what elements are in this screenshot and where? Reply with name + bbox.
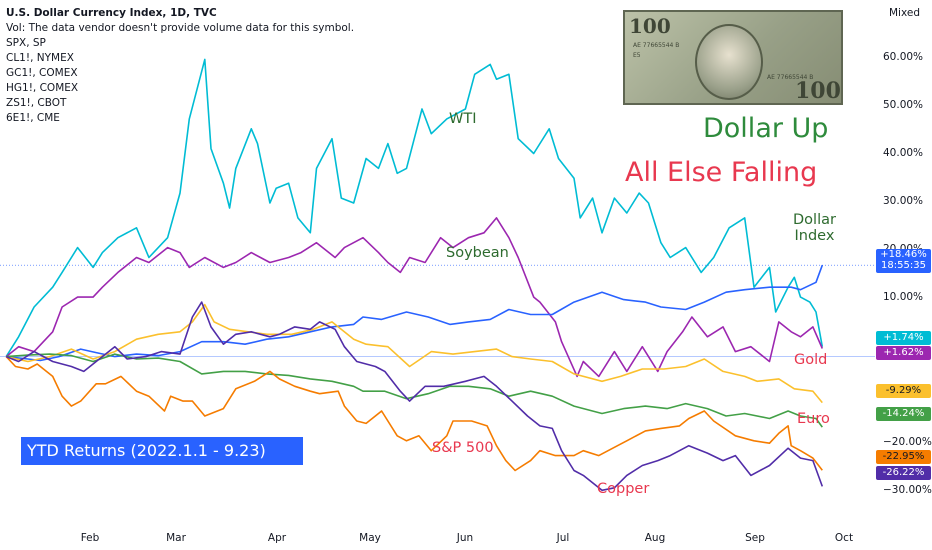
series-line-wti[interactable] bbox=[5, 58, 824, 358]
symbol-6[interactable]: 6E1!, CME bbox=[6, 112, 60, 124]
ytd-returns-label: YTD Returns (2022.1.1 - 9.23) bbox=[21, 437, 303, 465]
x-tick-label: May bbox=[359, 532, 381, 544]
annotation-wti: WTI bbox=[449, 111, 477, 127]
bill-serial-right: AE 77665544 B bbox=[767, 74, 814, 81]
bill-portrait bbox=[695, 24, 763, 100]
series-line-copper[interactable] bbox=[5, 301, 824, 492]
series-line-s-p-500[interactable] bbox=[5, 356, 823, 472]
symbol-4[interactable]: HG1!, COMEX bbox=[6, 82, 79, 94]
bill-serial-left: AE 77665544 B bbox=[633, 42, 680, 49]
price-badge-soybean[interactable]: +1.62% bbox=[876, 346, 931, 360]
y-tick-label: 30.00% bbox=[883, 195, 924, 207]
y-tick-label: 40.00% bbox=[883, 147, 924, 159]
chart-series-group bbox=[5, 58, 824, 492]
x-tick-label: Mar bbox=[166, 532, 186, 544]
annotation-soybean: Soybean bbox=[446, 245, 509, 261]
bill-denomination-top: 100 bbox=[629, 14, 671, 38]
price-badge-gold[interactable]: -9.29% bbox=[876, 384, 931, 398]
annotation-dollar-index: Dollar Index bbox=[793, 212, 836, 244]
symbol-5[interactable]: ZS1!, CBOT bbox=[6, 97, 67, 109]
bill-denomination-bottom: 100 bbox=[795, 78, 841, 104]
x-tick-label: Jun bbox=[456, 532, 474, 544]
y-tick-label: 10.00% bbox=[883, 291, 924, 303]
price-badge-dollar-index[interactable]: +18.46% 18:55:35 bbox=[876, 249, 931, 273]
badge-value: +18.46% bbox=[880, 249, 927, 260]
series-line-dollar-index[interactable] bbox=[6, 264, 824, 362]
symbol-3[interactable]: GC1!, COMEX bbox=[6, 67, 78, 79]
y-tick-label: 50.00% bbox=[883, 99, 924, 111]
symbol-2[interactable]: CL1!, NYMEX bbox=[6, 52, 74, 64]
series-line-euro[interactable] bbox=[6, 353, 823, 428]
y-tick-label: 60.00% bbox=[883, 51, 924, 63]
price-badge-copper[interactable]: -26.22% bbox=[876, 466, 931, 480]
x-tick-label: Sep bbox=[745, 532, 765, 544]
x-tick-label: Apr bbox=[267, 532, 287, 544]
y-tick-label: −30.00% bbox=[883, 484, 932, 496]
y-tick-label: −20.00% bbox=[883, 436, 932, 448]
badge-countdown: 18:55:35 bbox=[881, 260, 926, 271]
price-badge-sp500[interactable]: -22.95% bbox=[876, 450, 931, 464]
price-badge-wti[interactable]: +1.74% bbox=[876, 331, 931, 345]
headline-dollar-up: Dollar Up bbox=[703, 113, 829, 144]
annotation-dollar-line1: Dollar bbox=[793, 212, 836, 228]
scale-mode-label[interactable]: Mixed bbox=[889, 7, 920, 19]
x-tick-label: Aug bbox=[644, 532, 666, 544]
annotation-dollar-line2: Index bbox=[794, 228, 835, 244]
bill-small-code: E5 bbox=[633, 52, 641, 59]
x-tick-label: Oct bbox=[834, 532, 854, 544]
annotation-sp500: S&P 500 bbox=[432, 440, 494, 456]
series-line-soybean[interactable] bbox=[5, 217, 824, 378]
price-badge-euro[interactable]: -14.24% bbox=[876, 407, 931, 421]
annotation-gold: Gold bbox=[794, 352, 828, 368]
annotation-euro: Euro bbox=[797, 411, 830, 427]
series-line-gold[interactable] bbox=[6, 303, 823, 404]
hundred-dollar-bill-image: 100 100 AE 77665544 B E5 AE 77665544 B bbox=[623, 10, 843, 105]
x-tick-label: Jul bbox=[556, 532, 570, 544]
annotation-copper: Copper bbox=[597, 481, 650, 497]
chart-title: U.S. Dollar Currency Index, 1D, TVC bbox=[6, 7, 217, 19]
volume-note: Vol: The data vendor doesn't provide vol… bbox=[6, 22, 355, 34]
x-tick-label: Feb bbox=[80, 532, 100, 544]
symbol-1[interactable]: SPX, SP bbox=[6, 37, 46, 49]
headline-all-else-falling: All Else Falling bbox=[625, 157, 818, 188]
